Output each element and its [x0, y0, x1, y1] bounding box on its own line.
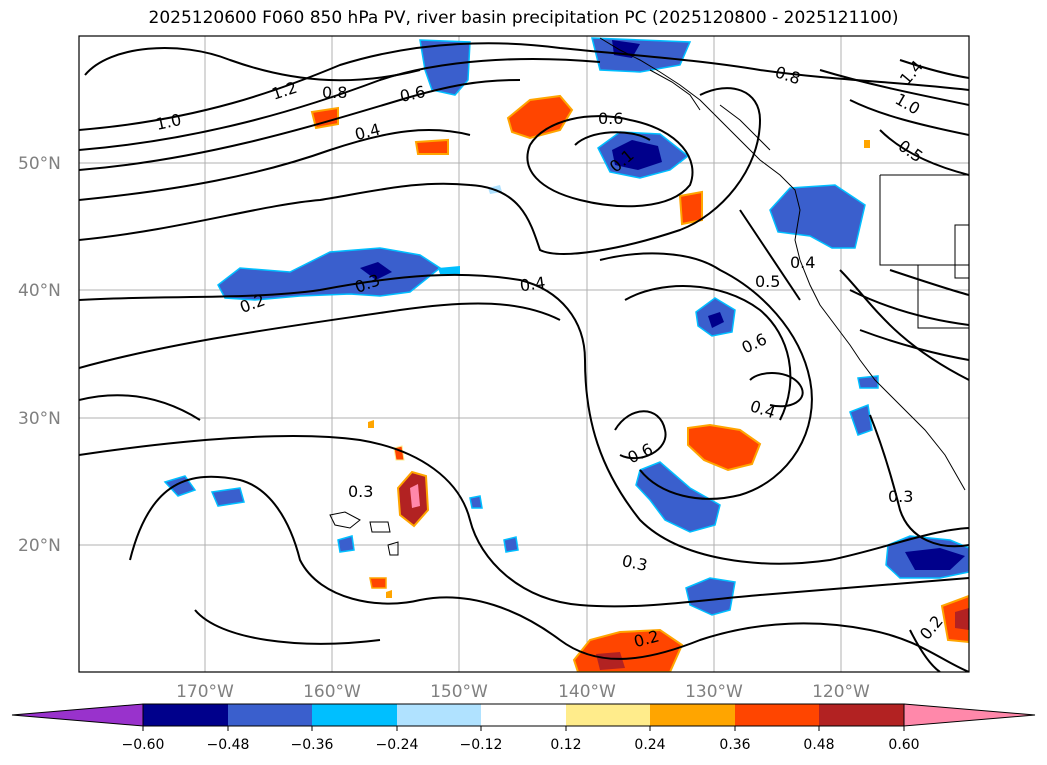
gridlines: [79, 36, 969, 672]
lon-label: 170°W: [176, 682, 234, 702]
colorbar-labels: −0.60 −0.48 −0.36 −0.24 −0.12 0.12 0.24 …: [122, 737, 920, 753]
colorbar-tick-label: 0.24: [634, 737, 665, 753]
pv-contours: [79, 42, 969, 672]
colorbar-min-extend: [11, 703, 144, 727]
colorbar-segment: [397, 704, 481, 726]
contour-label: 1.0: [154, 110, 183, 134]
lat-label: 50°N: [18, 154, 61, 174]
contour-label: 0.5: [755, 272, 780, 291]
contour-label: 0.3: [888, 487, 913, 506]
colorbar-tick-label: −0.12: [460, 737, 503, 753]
lon-label: 160°W: [303, 682, 361, 702]
coastlines: [329, 37, 969, 556]
colorbar-tick-label: −0.24: [376, 737, 419, 753]
colorbar-tick-label: 0.48: [803, 737, 834, 753]
colorbar-ticks: [142, 726, 905, 731]
colorbar-tick-label: −0.48: [207, 737, 250, 753]
lon-label: 120°W: [812, 682, 870, 702]
colorbar-tick-label: 0.36: [719, 737, 750, 753]
contour-label: 0.4: [790, 253, 815, 272]
colorbar-max-extend: [903, 703, 1036, 727]
contour-label: 0.8: [322, 83, 347, 102]
map-title: 2025120600 F060 850 hPa PV, river basin …: [148, 8, 899, 28]
colorbar-tick-label: −0.36: [291, 737, 334, 753]
contour-label: 0.4: [519, 273, 547, 295]
colorbar-segment: [481, 704, 566, 726]
latitude-labels: 50°N 40°N 30°N 20°N: [18, 154, 61, 556]
contour-label: 0.3: [348, 482, 373, 501]
lat-label: 30°N: [18, 409, 61, 429]
colorbar-tick-label: 0.12: [550, 737, 581, 753]
colorbar-tick-label: −0.60: [122, 737, 165, 753]
colorbar-segment: [735, 704, 819, 726]
colorbar: −0.60 −0.48 −0.36 −0.24 −0.12 0.12 0.24 …: [11, 703, 1036, 753]
contour-label: 0.3: [620, 551, 649, 575]
map-panel: 1.2 0.8 1.0 0.6 0.4 0.6 0.8 1.4 1.0 0.5 …: [79, 36, 969, 672]
lon-label: 130°W: [685, 682, 743, 702]
lat-label: 40°N: [18, 281, 61, 301]
colorbar-segment: [650, 704, 735, 726]
map-frame: [78, 35, 970, 673]
colorbar-segment: [566, 704, 650, 726]
colorbar-segment: [228, 704, 312, 726]
colorbar-tick-label: 0.60: [888, 737, 919, 753]
colorbar-segment: [143, 704, 228, 726]
colorbar-segment: [312, 704, 397, 726]
lat-label: 20°N: [18, 536, 61, 556]
contour-label: 0.6: [598, 109, 623, 128]
longitude-labels: 170°W 160°W 150°W 140°W 130°W 120°W: [176, 682, 870, 702]
lon-label: 150°W: [430, 682, 488, 702]
colorbar-segment: [819, 704, 904, 726]
contour-label: 0.6: [398, 82, 427, 106]
lon-label: 140°W: [558, 682, 616, 702]
